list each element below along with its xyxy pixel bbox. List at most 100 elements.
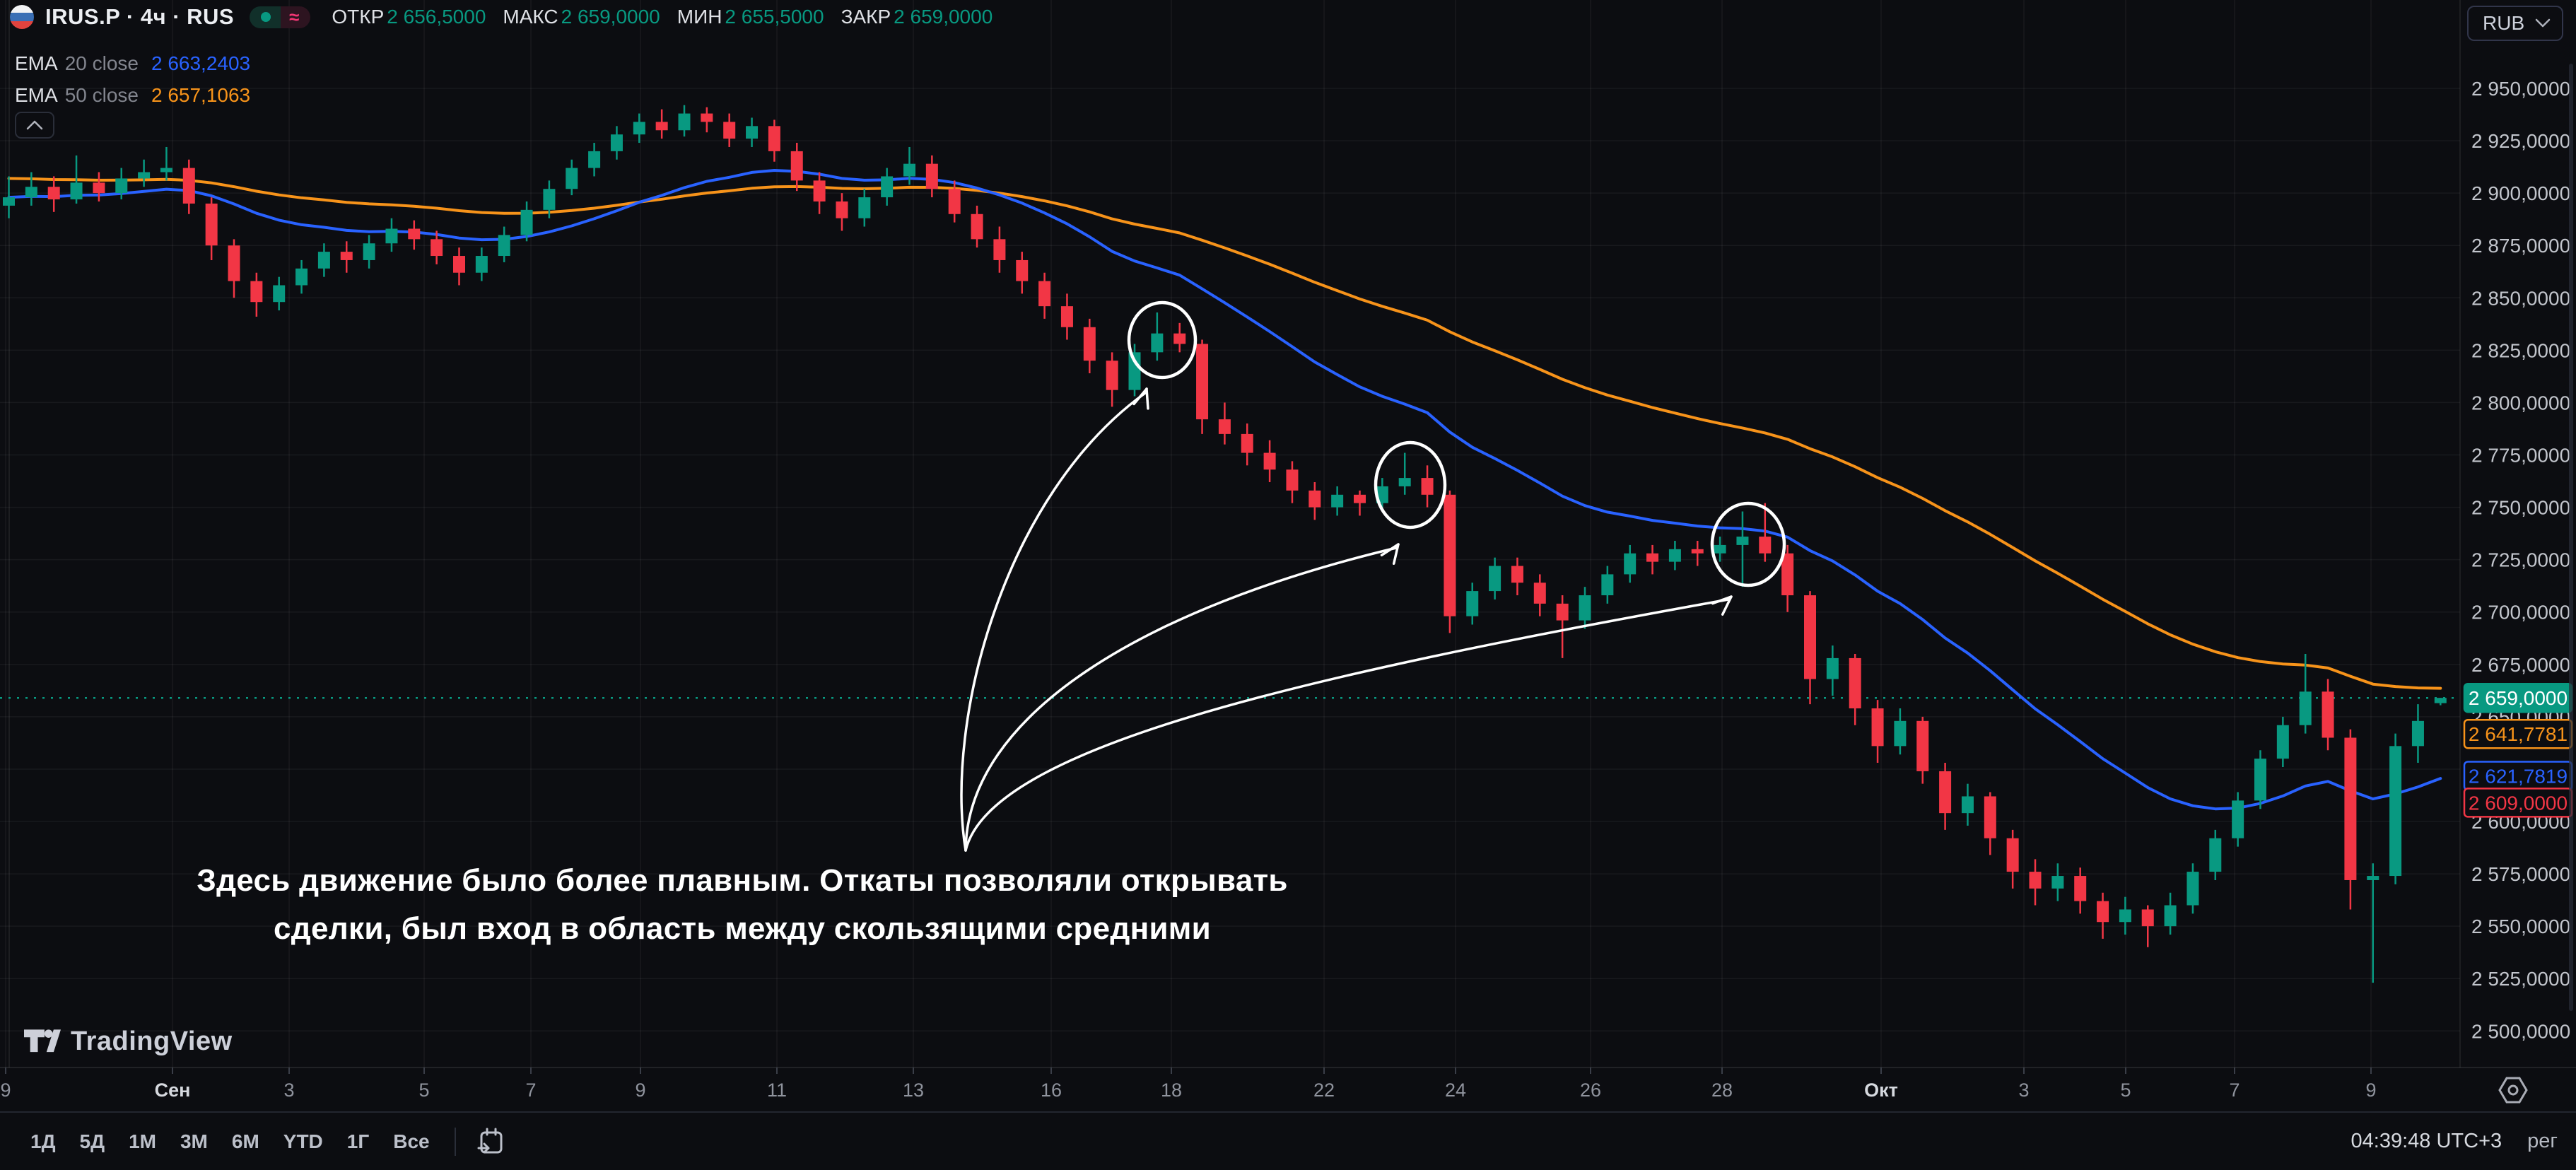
timezone-session-button[interactable]	[2497, 1076, 2529, 1108]
candle-down	[1196, 344, 1209, 420]
high-value-group: МАКС 2 659,0000	[503, 6, 660, 28]
chevron-up-icon	[26, 120, 43, 130]
chevron-down-icon	[2535, 18, 2551, 28]
candle-up	[385, 228, 398, 244]
time-label: 7	[525, 1080, 536, 1101]
candle-up	[2051, 876, 2064, 889]
candle-up	[543, 189, 556, 210]
candle-down	[1556, 603, 1569, 621]
candle-up	[1894, 720, 1907, 747]
candle-down	[790, 151, 803, 181]
time-label: 9	[635, 1080, 645, 1101]
candle-down	[2006, 838, 2019, 872]
candle-down	[1533, 583, 1546, 604]
clock-label[interactable]: 04:39:48 UTC+3	[2350, 1130, 2502, 1152]
range-button-5d[interactable]: 5Д	[79, 1130, 105, 1152]
hexagon-dot-icon	[2498, 1077, 2528, 1104]
candle-up	[588, 151, 601, 168]
russia-flag-icon	[10, 5, 34, 29]
tradingview-logo-icon	[24, 1029, 61, 1053]
candle-down	[2097, 901, 2109, 923]
candle-up	[903, 163, 915, 177]
range-button-1d[interactable]: 1Д	[30, 1130, 56, 1152]
candle-up	[2299, 691, 2312, 725]
candle-up	[633, 122, 645, 135]
price-tick-label: 2 725,0000	[2471, 549, 2570, 571]
calendar-arrow-icon	[477, 1128, 503, 1153]
candle-down	[1939, 771, 1952, 814]
time-label: 16	[1041, 1080, 1062, 1101]
candle-up	[1826, 657, 1839, 679]
candle-down	[836, 201, 848, 218]
candle-up	[295, 268, 308, 286]
price-scale-scrollbar	[2569, 64, 2573, 1011]
price-tick-label: 2 750,0000	[2471, 497, 2570, 519]
candle-up	[138, 172, 151, 179]
go-to-date-button[interactable]	[469, 1124, 513, 1159]
ema20-value: 2 663,2403	[151, 52, 251, 74]
market-open-segment	[250, 6, 281, 28]
trade-note-annotation: Здесь движение было более плавным. Откат…	[106, 857, 1378, 953]
candle-down	[250, 281, 263, 303]
candle-down	[1871, 708, 1884, 747]
range-button-all[interactable]: Все	[393, 1130, 430, 1152]
range-button-6m[interactable]: 6М	[231, 1130, 259, 1152]
candle-up	[2434, 698, 2447, 703]
symbol-title[interactable]: IRUS.P · 4ч · RUS	[45, 4, 235, 29]
time-label: 9	[2365, 1080, 2376, 1101]
ema50-params: 50 close	[64, 84, 139, 106]
highlight-circle	[1710, 501, 1786, 587]
candle-up	[2232, 800, 2244, 838]
range-button-1y[interactable]: 1Г	[346, 1130, 370, 1152]
price-label-text: 2 659,0000	[2469, 687, 2568, 709]
candle-down	[1173, 333, 1186, 344]
annotation-line-1: Здесь движение было более плавным. Откат…	[197, 863, 1288, 898]
legend-row-ema20[interactable]: EMA 20 close 2 663,2403	[15, 52, 250, 75]
tradingview-logo[interactable]: TradingView	[24, 1025, 233, 1058]
candle-up	[520, 209, 533, 235]
candle-up	[1331, 494, 1344, 508]
time-label: 7	[2229, 1080, 2240, 1101]
candle-up	[1579, 595, 1591, 621]
candle-up	[1624, 553, 1637, 575]
candle-down	[701, 113, 713, 122]
collapse-legend-button[interactable]	[15, 112, 54, 139]
candle-down	[205, 203, 218, 246]
session-label[interactable]: рег	[2527, 1130, 2558, 1152]
candle-up	[2164, 905, 2177, 927]
candle-up	[1736, 537, 1749, 545]
candle-up	[363, 243, 375, 260]
high-value: 2 659,0000	[561, 6, 660, 28]
price-tick-label: 2 925,0000	[2471, 130, 2570, 152]
tradingview-logo-text: TradingView	[71, 1026, 233, 1056]
delayed-data-segment: ≈	[281, 6, 311, 28]
time-label: 13	[903, 1080, 924, 1101]
annotation-arrowhead	[1721, 595, 1733, 616]
currency-label: RUB	[2483, 12, 2525, 34]
time-label: 9	[0, 1080, 11, 1101]
candle-up	[2411, 720, 2424, 747]
time-label: 5	[2120, 1080, 2131, 1101]
market-status-pill[interactable]: ≈	[250, 6, 311, 28]
candle-down	[1060, 306, 1073, 327]
close-value: 2 659,0000	[894, 6, 993, 28]
candle-up	[2367, 876, 2379, 880]
candle-up	[70, 182, 83, 200]
price-tick-label: 2 500,0000	[2471, 1020, 2570, 1042]
candle-up	[3, 197, 15, 206]
annotation-arrowhead	[1145, 387, 1149, 410]
currency-selector-button[interactable]: RUB	[2467, 6, 2563, 41]
range-button-1m[interactable]: 1М	[129, 1130, 156, 1152]
time-label: 3	[2018, 1080, 2029, 1101]
candle-up	[160, 168, 172, 172]
high-label: МАКС	[503, 6, 558, 28]
candle-up	[1151, 333, 1164, 353]
range-button-ytd[interactable]: YTD	[283, 1130, 323, 1152]
candle-up	[25, 187, 37, 198]
range-button-3m[interactable]: 3М	[180, 1130, 208, 1152]
candle-up	[2254, 759, 2266, 801]
candle-down	[2344, 737, 2357, 880]
legend-row-ema50[interactable]: EMA 50 close 2 657,1063	[15, 84, 250, 107]
